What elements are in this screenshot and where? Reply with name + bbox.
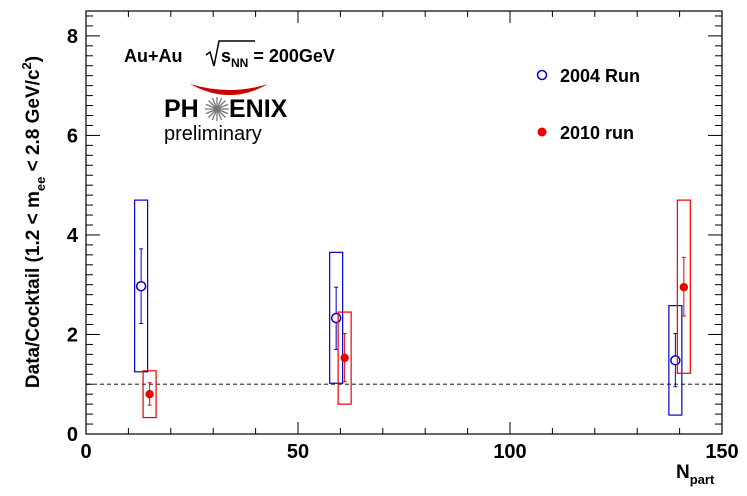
logo-star-icon xyxy=(205,97,229,121)
y-axis-label-close: ) xyxy=(23,56,44,62)
sys-box-2010 xyxy=(337,311,352,405)
axis-ticks-group: 0 50 100 150 0 2 4 6 8 xyxy=(67,11,739,463)
phenix-logo: PH ENIX preliminary xyxy=(164,84,288,145)
y-axis-label-sup: 2 xyxy=(19,62,34,69)
data-marks-group xyxy=(134,199,691,419)
y-axis-label-tail: < 2.8 GeV/c xyxy=(23,69,44,177)
logo-subtitle: preliminary xyxy=(164,123,262,145)
y-tick-label: 4 xyxy=(67,225,79,247)
point-2010 xyxy=(340,353,349,363)
phenix-arc-icon xyxy=(190,84,268,95)
point-2010 xyxy=(145,389,154,399)
annotation-energy: sNN = 200GeV xyxy=(221,46,335,70)
sys-box-2004 xyxy=(134,199,149,373)
legend: 2004 Run 2010 run xyxy=(536,66,640,143)
sys-box-2004 xyxy=(329,251,344,384)
plot-frame xyxy=(85,10,723,435)
sqrt-symbol-icon xyxy=(205,40,255,67)
y-tick-label: 8 xyxy=(67,26,78,48)
x-tick-label: 100 xyxy=(493,441,526,463)
legend-label-2010: 2010 run xyxy=(560,123,634,143)
sys-box-2004 xyxy=(668,305,683,416)
logo-text-right: ENIX xyxy=(229,95,288,123)
annotation-energy-value: = 200GeV xyxy=(248,46,335,66)
collision-annotation: Au+Au sNN = 200GeV xyxy=(124,40,335,70)
point-2010 xyxy=(679,282,689,292)
logo-text-left: PH xyxy=(164,95,199,123)
x-axis-label: Npart xyxy=(676,462,715,487)
x-tick-label: 0 xyxy=(80,441,91,463)
annotation-energy-sub: NN xyxy=(231,56,248,70)
legend-label-2004: 2004 Run xyxy=(560,66,640,86)
y-axis-label: Data/Cocktail (1.2 < mee < 2.8 GeV/c2) xyxy=(19,56,48,388)
x-axis-label-main: N xyxy=(676,462,690,483)
y-axis-label-main: Data/Cocktail (1.2 < m xyxy=(23,191,44,388)
y-tick-label: 6 xyxy=(67,125,78,147)
point-2004 xyxy=(670,355,681,366)
legend-marker-2004 xyxy=(536,69,548,81)
sys-box-2010 xyxy=(142,370,157,419)
point-2004 xyxy=(330,312,342,324)
annotation-energy-sym: s xyxy=(221,46,231,66)
x-tick-label: 150 xyxy=(705,441,738,463)
y-axis-label-sub: ee xyxy=(33,177,48,191)
legend-marker-2010 xyxy=(537,127,547,137)
point-2004 xyxy=(135,280,147,292)
x-tick-label: 50 xyxy=(287,441,309,463)
y-tick-label: 0 xyxy=(67,424,78,446)
x-axis-label-sub: part xyxy=(690,472,715,487)
annotation-system: Au+Au xyxy=(124,46,183,66)
y-tick-label: 2 xyxy=(67,324,78,346)
sys-box-2010 xyxy=(676,199,691,374)
